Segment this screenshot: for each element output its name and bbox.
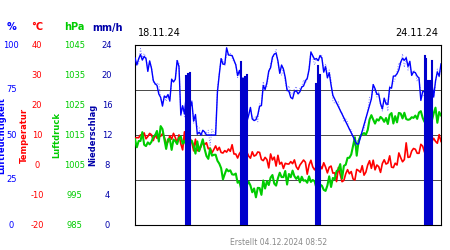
Text: 12: 12 xyxy=(102,130,112,140)
Text: Niederschlag: Niederschlag xyxy=(88,104,97,166)
Text: %: % xyxy=(6,22,16,32)
Text: 20: 20 xyxy=(102,70,112,80)
Text: 985: 985 xyxy=(66,220,82,230)
Text: mm/h: mm/h xyxy=(92,22,122,32)
Text: 995: 995 xyxy=(67,190,82,200)
Text: 75: 75 xyxy=(6,86,17,94)
Text: 8: 8 xyxy=(104,160,110,170)
Text: 100: 100 xyxy=(4,40,19,50)
Text: -10: -10 xyxy=(30,190,44,200)
Text: 1035: 1035 xyxy=(64,70,85,80)
Text: 20: 20 xyxy=(32,100,42,110)
Text: -20: -20 xyxy=(30,220,44,230)
Text: 40: 40 xyxy=(32,40,42,50)
Text: 1045: 1045 xyxy=(64,40,85,50)
Text: 1015: 1015 xyxy=(64,130,85,140)
Text: 30: 30 xyxy=(32,70,42,80)
Text: 1025: 1025 xyxy=(64,100,85,110)
Text: 1005: 1005 xyxy=(64,160,85,170)
Text: 0: 0 xyxy=(34,160,40,170)
Text: °C: °C xyxy=(31,22,43,32)
Text: hPa: hPa xyxy=(64,22,85,32)
Text: 0: 0 xyxy=(9,220,14,230)
Text: 16: 16 xyxy=(102,100,112,110)
Text: Luftdruck: Luftdruck xyxy=(52,112,61,158)
Text: 50: 50 xyxy=(6,130,17,140)
Text: Erstellt 04.12.2024 08:52: Erstellt 04.12.2024 08:52 xyxy=(230,238,328,247)
Text: 4: 4 xyxy=(104,190,110,200)
Text: 18.11.24: 18.11.24 xyxy=(138,28,181,38)
Text: 24: 24 xyxy=(102,40,112,50)
Text: Temperatur: Temperatur xyxy=(20,108,29,162)
Text: 24.11.24: 24.11.24 xyxy=(395,28,438,38)
Text: 10: 10 xyxy=(32,130,42,140)
Text: 25: 25 xyxy=(6,176,17,184)
Text: 0: 0 xyxy=(104,220,110,230)
Text: Luftfeuchtigkeit: Luftfeuchtigkeit xyxy=(0,96,7,174)
